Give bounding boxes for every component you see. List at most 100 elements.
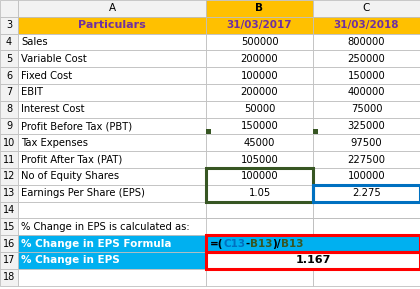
Bar (206, 269, 313, 286)
Bar (206, 134, 313, 151)
Text: 7: 7 (6, 87, 12, 97)
Text: 500000: 500000 (241, 37, 278, 47)
Text: EBIT: EBIT (21, 87, 43, 97)
Text: B13: B13 (281, 239, 303, 249)
Text: 100000: 100000 (241, 71, 278, 81)
Text: 325000: 325000 (348, 121, 386, 131)
Bar (313, 101, 420, 118)
Bar (206, 252, 420, 269)
Bar (206, 235, 420, 252)
Bar (18, 84, 206, 101)
Text: Fixed Cost: Fixed Cost (21, 71, 72, 81)
Bar (0, 17, 18, 34)
Bar (18, 185, 206, 202)
Bar (313, 134, 420, 151)
Text: 15: 15 (3, 222, 15, 232)
Text: 4: 4 (6, 37, 12, 47)
Text: 10: 10 (3, 138, 15, 148)
Bar (206, 67, 313, 84)
Text: 1.05: 1.05 (248, 188, 270, 198)
Bar (206, 235, 420, 252)
Bar (0, 252, 18, 269)
Bar (313, 269, 420, 286)
Text: B13: B13 (250, 239, 273, 249)
Text: Earnings Per Share (EPS): Earnings Per Share (EPS) (21, 188, 145, 198)
Text: 18: 18 (3, 272, 15, 282)
Text: 8: 8 (6, 104, 12, 114)
Bar (206, 0, 313, 17)
Bar (206, 202, 313, 218)
Text: Profit After Tax (PAT): Profit After Tax (PAT) (21, 155, 122, 165)
Bar (0, 151, 18, 168)
Text: Interest Cost: Interest Cost (21, 104, 84, 114)
Bar (313, 118, 420, 134)
Text: 250000: 250000 (348, 54, 386, 64)
Bar (0, 269, 18, 286)
Text: No of Equity Shares: No of Equity Shares (21, 171, 119, 181)
Bar (313, 185, 420, 202)
Text: 800000: 800000 (348, 37, 385, 47)
Text: 16: 16 (3, 239, 15, 249)
Bar (18, 218, 420, 235)
Bar (206, 151, 313, 168)
Bar (313, 84, 420, 101)
Text: 50000: 50000 (244, 104, 275, 114)
Text: 97500: 97500 (351, 138, 382, 148)
Text: 9: 9 (6, 121, 12, 131)
Text: % Change in EPS Formula: % Change in EPS Formula (21, 239, 171, 249)
Text: Particulars: Particulars (78, 20, 146, 30)
Bar (206, 50, 313, 67)
Bar (0, 218, 18, 235)
Text: 14: 14 (3, 205, 15, 215)
Bar (18, 151, 206, 168)
Text: 3: 3 (6, 20, 12, 30)
Bar (18, 0, 206, 17)
Bar (206, 101, 313, 118)
Bar (0, 118, 18, 134)
Bar (206, 252, 420, 269)
Text: 400000: 400000 (348, 87, 385, 97)
Bar (206, 168, 313, 202)
Text: =(: =( (210, 239, 223, 249)
Text: 227500: 227500 (347, 155, 386, 165)
Bar (0, 0, 18, 17)
Bar (206, 34, 313, 50)
Text: 31/03/2017: 31/03/2017 (227, 20, 292, 30)
Bar (206, 118, 313, 134)
Text: Tax Expenses: Tax Expenses (21, 138, 88, 148)
Bar (0, 134, 18, 151)
Bar (313, 50, 420, 67)
Bar (0, 50, 18, 67)
Text: 12: 12 (3, 171, 15, 181)
Text: Variable Cost: Variable Cost (21, 54, 87, 64)
Text: 1.167: 1.167 (295, 255, 331, 265)
Bar (18, 235, 206, 252)
Bar (206, 185, 313, 202)
Bar (206, 84, 313, 101)
Text: 11: 11 (3, 155, 15, 165)
Bar (313, 129, 318, 134)
Text: % Change in EPS is calculated as:: % Change in EPS is calculated as: (21, 222, 189, 232)
Bar (313, 218, 420, 235)
Bar (206, 168, 313, 185)
Bar (206, 17, 313, 34)
Text: B: B (255, 3, 263, 13)
Bar (0, 34, 18, 50)
Text: 150000: 150000 (241, 121, 278, 131)
Text: Profit Before Tax (PBT): Profit Before Tax (PBT) (21, 121, 132, 131)
Text: 17: 17 (3, 255, 15, 265)
Bar (313, 0, 420, 17)
Text: 6: 6 (6, 71, 12, 81)
Bar (313, 168, 420, 185)
Bar (0, 168, 18, 185)
Text: % Change in EPS: % Change in EPS (21, 255, 120, 265)
Bar (18, 252, 206, 269)
Text: C13: C13 (223, 239, 246, 249)
Bar (0, 84, 18, 101)
Bar (0, 185, 18, 202)
Text: 5: 5 (6, 54, 12, 64)
Text: 45000: 45000 (244, 138, 275, 148)
Text: 150000: 150000 (348, 71, 386, 81)
Bar (313, 185, 420, 202)
Text: -: - (246, 239, 250, 249)
